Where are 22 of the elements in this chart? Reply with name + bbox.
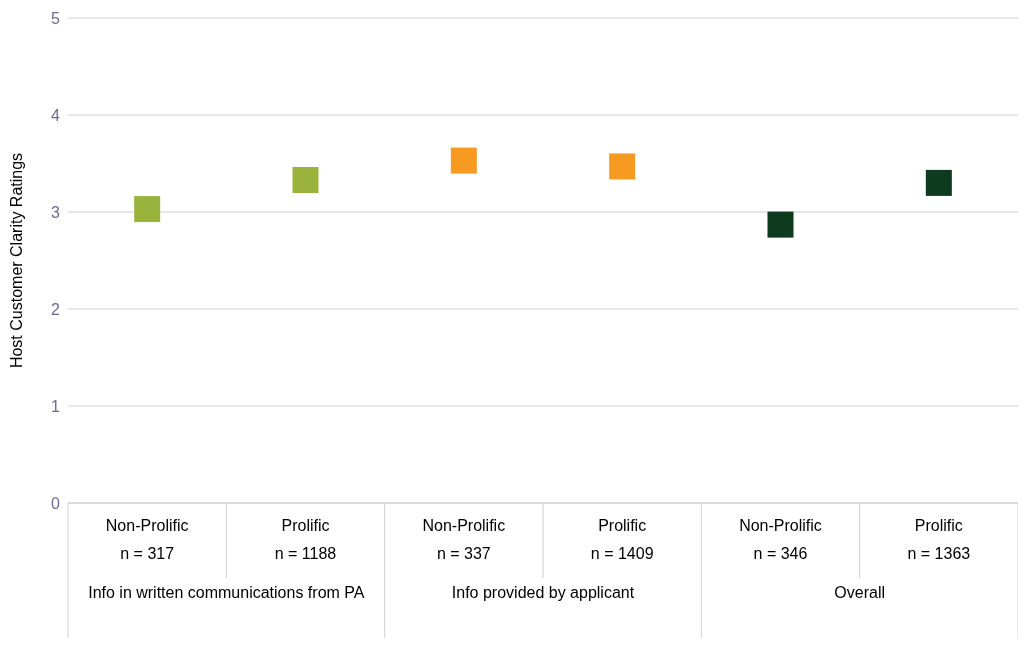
point <box>292 166 319 193</box>
y-tick-label: 4 <box>51 106 61 124</box>
y-axis-title: Host Customer Clarity Ratings <box>7 152 25 369</box>
point <box>609 153 636 180</box>
y-tick-label: 0 <box>51 494 61 512</box>
y-tick-label: 1 <box>51 397 61 415</box>
point <box>925 169 952 196</box>
x-tick-label: Prolific n = 1363 <box>907 517 971 562</box>
point <box>767 211 794 238</box>
y-tick-label: 3 <box>51 203 61 221</box>
text: Overall <box>833 583 886 603</box>
text: Info provided by applicant <box>450 583 636 603</box>
x-tick-label: Non-Prolific n = 317 <box>105 517 189 562</box>
x-tick-label: Non-Prolific n = 337 <box>422 517 506 562</box>
x-tick-label: Non-Prolific n = 346 <box>739 517 822 562</box>
x-tick-label: Prolific n = 1188 <box>274 517 337 562</box>
point <box>134 196 161 223</box>
text: Info in written communications from PA <box>87 583 366 603</box>
point <box>450 147 477 174</box>
y-tick-label: 2 <box>51 300 61 318</box>
y-tick-label: 5 <box>51 9 61 27</box>
x-tick-label: Prolific n = 1409 <box>590 517 654 562</box>
